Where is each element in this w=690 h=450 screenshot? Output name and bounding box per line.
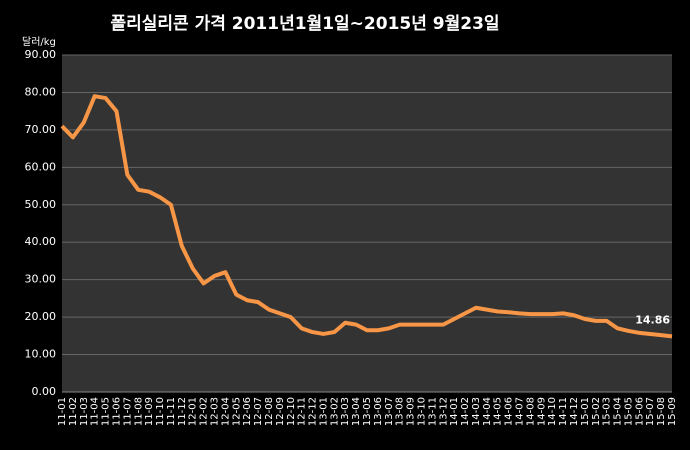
x-tick-label: 11-08 <box>133 397 144 426</box>
x-tick-label: 12-03 <box>210 397 221 426</box>
x-tick-label: 15-07 <box>645 397 656 426</box>
x-tick-label: 12-09 <box>275 397 286 426</box>
x-tick-label: 12-05 <box>231 397 242 426</box>
x-tick-label: 12-06 <box>242 397 253 426</box>
x-tick-label: 15-01 <box>580 397 591 426</box>
y-tick-label: 50.00 <box>25 198 57 211</box>
x-tick-label: 15-06 <box>634 397 645 426</box>
x-tick-label: 15-05 <box>623 397 634 426</box>
x-tick-label: 14-11 <box>558 397 569 426</box>
x-tick-label: 11-06 <box>111 397 122 426</box>
y-tick-label: 10.00 <box>25 348 57 361</box>
y-tick-label: 70.00 <box>25 123 57 136</box>
x-tick-label: 14-07 <box>515 397 526 426</box>
plot-area <box>62 55 672 392</box>
x-tick-label: 13-06 <box>373 397 384 426</box>
y-tick-label: 30.00 <box>25 273 57 286</box>
chart-title: 폴리실리콘 가격 2011년1월1일~2015년 9월23일 <box>110 14 499 34</box>
y-tick-label: 90.00 <box>25 48 57 61</box>
x-tick-label: 14-02 <box>460 397 471 426</box>
x-tick-label: 12-02 <box>199 397 210 426</box>
line <box>60 94 673 339</box>
x-tick-label: 13-03 <box>340 397 351 426</box>
y-tick-label: 20.00 <box>25 310 57 323</box>
x-tick-label: 11-12 <box>177 397 188 426</box>
x-tick-label: 13-09 <box>406 397 417 426</box>
data-label: 14.86 <box>635 313 670 326</box>
x-tick-label: 14-09 <box>536 397 547 426</box>
x-tick-label: 11-05 <box>101 397 112 426</box>
x-tick-label: 12-10 <box>286 397 297 426</box>
x-tick-label: 12-04 <box>220 397 231 426</box>
x-tick-label: 12-08 <box>264 397 275 426</box>
x-tick-label: 13-01 <box>318 397 329 426</box>
x-tick-label: 13-05 <box>362 397 373 426</box>
x-tick-label: 13-10 <box>416 397 427 426</box>
x-tick-label: 11-01 <box>57 397 68 426</box>
y-tick-label: 80.00 <box>25 85 57 98</box>
y-tick-label: 60.00 <box>25 160 57 173</box>
y-tick-label: 0.00 <box>32 385 57 398</box>
x-tick-label: 12-12 <box>308 397 319 426</box>
y-tick-label: 40.00 <box>25 235 57 248</box>
x-tick-label: 13-04 <box>351 397 362 426</box>
x-tick-label: 11-03 <box>79 397 90 426</box>
x-tick-label: 13-07 <box>384 397 395 426</box>
x-tick-label: 15-09 <box>667 397 678 426</box>
x-tick-label: 14-04 <box>482 397 493 426</box>
x-tick-label: 13-08 <box>395 397 406 426</box>
y-axis-label: 달러/kg <box>22 36 56 48</box>
x-tick-label: 11-04 <box>90 397 101 426</box>
x-tick-label: 15-04 <box>613 397 624 426</box>
x-tick-label: 11-11 <box>166 397 177 426</box>
x-tick-label: 15-08 <box>656 397 667 426</box>
x-tick-label: 11-10 <box>155 397 166 426</box>
x-tick-label: 14-08 <box>525 397 536 426</box>
x-tick-label: 12-01 <box>188 397 199 426</box>
x-tick-label: 14-03 <box>471 397 482 426</box>
x-tick-label: 11-07 <box>122 397 133 426</box>
x-tick-label: 14-12 <box>569 397 580 426</box>
x-tick-label: 12-11 <box>297 397 308 426</box>
x-tick-label: 13-11 <box>427 397 438 426</box>
x-tick-label: 14-01 <box>449 397 460 426</box>
x-tick-label: 14-06 <box>504 397 515 426</box>
x-tick-label: 11-02 <box>68 397 79 426</box>
x-tick-label: 13-12 <box>438 397 449 426</box>
x-tick-label: 14-05 <box>493 397 504 426</box>
x-tick-label: 15-03 <box>602 397 613 426</box>
x-tick-label: 13-02 <box>329 397 340 426</box>
x-tick-label: 11-09 <box>144 397 155 426</box>
x-tick-label: 15-02 <box>591 397 602 426</box>
x-tick-label: 12-07 <box>253 397 264 426</box>
x-tick-label: 14-10 <box>547 397 558 426</box>
